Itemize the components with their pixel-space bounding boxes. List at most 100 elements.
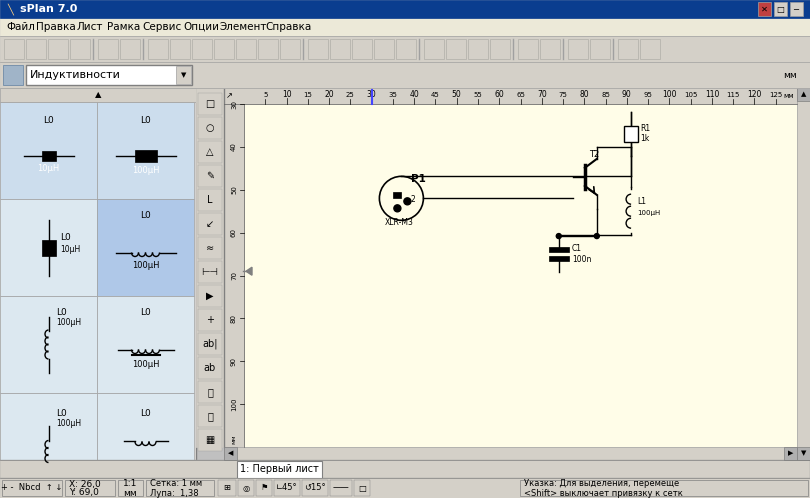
Bar — [26, 39, 46, 59]
Text: ↗: ↗ — [226, 92, 233, 101]
Bar — [41, 150, 56, 160]
Text: ◀: ◀ — [228, 451, 233, 457]
Text: Индуктивности: Индуктивности — [30, 70, 121, 80]
Bar — [224, 88, 797, 104]
Text: ▼: ▼ — [181, 72, 186, 78]
Bar — [374, 39, 394, 59]
Text: 90: 90 — [622, 90, 632, 99]
Bar — [330, 39, 350, 59]
Text: L0: L0 — [140, 308, 151, 317]
Bar — [224, 447, 797, 460]
Text: 100μH: 100μH — [132, 166, 160, 175]
Bar — [0, 460, 810, 478]
Text: 40: 40 — [409, 90, 419, 99]
Bar — [198, 261, 222, 283]
Bar — [0, 88, 196, 478]
Text: мм: мм — [783, 71, 797, 80]
Text: ╲: ╲ — [7, 3, 13, 15]
Text: ≈: ≈ — [206, 243, 214, 253]
Text: ▶: ▶ — [788, 451, 793, 457]
Text: Y: 69,0: Y: 69,0 — [69, 489, 99, 498]
Text: 55: 55 — [474, 92, 482, 98]
Bar — [70, 39, 90, 59]
Text: 125: 125 — [770, 92, 782, 98]
Bar — [354, 480, 370, 496]
Bar — [468, 39, 488, 59]
Bar — [65, 480, 115, 496]
Text: Рамка: Рамка — [107, 22, 140, 32]
Bar — [218, 480, 236, 496]
Bar — [198, 93, 222, 115]
Bar — [198, 357, 222, 379]
Text: Правка: Правка — [36, 22, 76, 32]
Text: ▼: ▼ — [801, 451, 806, 457]
Text: Файл: Файл — [6, 22, 35, 32]
Text: C1: C1 — [572, 244, 582, 252]
Bar — [214, 39, 234, 59]
Bar — [280, 39, 300, 59]
Text: 120: 120 — [748, 90, 761, 99]
Text: 80: 80 — [579, 90, 589, 99]
Text: Лист: Лист — [77, 22, 104, 32]
Text: мм: мм — [784, 93, 795, 99]
Text: ▶: ▶ — [207, 291, 214, 301]
Text: Сервис: Сервис — [143, 22, 181, 32]
Bar — [0, 0, 810, 18]
Text: 30: 30 — [367, 90, 377, 99]
Polygon shape — [246, 267, 252, 275]
Text: 35: 35 — [389, 92, 398, 98]
Bar — [4, 39, 24, 59]
Text: ——: —— — [333, 484, 349, 493]
Text: 70: 70 — [537, 90, 547, 99]
Bar — [238, 480, 254, 496]
Text: L0: L0 — [43, 116, 54, 125]
Bar — [568, 39, 588, 59]
Text: 10μH: 10μH — [37, 164, 60, 173]
Text: T2: T2 — [589, 150, 599, 159]
Text: 50: 50 — [452, 90, 462, 99]
Bar — [97, 393, 194, 478]
Bar — [797, 447, 810, 460]
Bar — [237, 461, 322, 478]
Bar — [244, 104, 797, 447]
Text: Лупа:  1,38: Лупа: 1,38 — [150, 489, 198, 498]
Text: 60: 60 — [231, 228, 237, 237]
Text: 30: 30 — [231, 100, 237, 109]
Text: X: 26,0: X: 26,0 — [69, 480, 100, 489]
Bar — [0, 88, 196, 102]
Text: мм: мм — [232, 434, 237, 444]
Bar — [198, 381, 222, 403]
Bar — [97, 199, 194, 296]
Text: 90: 90 — [231, 357, 237, 366]
Text: ∟45°: ∟45° — [276, 484, 298, 493]
Text: ab: ab — [204, 363, 216, 373]
Text: ↙: ↙ — [206, 219, 214, 229]
Bar — [274, 480, 300, 496]
Text: R1: R1 — [640, 124, 650, 132]
Bar — [0, 18, 810, 36]
Bar — [490, 39, 510, 59]
Text: ─: ─ — [794, 4, 799, 13]
Text: 100: 100 — [231, 397, 237, 411]
Bar — [198, 165, 222, 187]
Bar — [549, 256, 569, 261]
Text: 80: 80 — [231, 314, 237, 323]
Text: 2: 2 — [411, 195, 416, 204]
Text: L0: L0 — [140, 116, 151, 125]
Bar — [198, 309, 222, 331]
Bar — [797, 88, 810, 460]
Bar — [3, 65, 23, 85]
Text: 10: 10 — [282, 90, 292, 99]
Bar — [0, 62, 810, 88]
Bar — [624, 126, 638, 142]
Bar — [48, 39, 68, 59]
Text: ⚑: ⚑ — [260, 484, 268, 493]
Bar — [170, 39, 190, 59]
Text: L0: L0 — [140, 211, 151, 220]
Bar — [424, 39, 444, 59]
Bar — [0, 478, 810, 498]
Text: 100μH: 100μH — [132, 360, 160, 369]
Bar — [0, 102, 97, 199]
Text: 115: 115 — [727, 92, 740, 98]
Text: P1: P1 — [411, 174, 426, 184]
